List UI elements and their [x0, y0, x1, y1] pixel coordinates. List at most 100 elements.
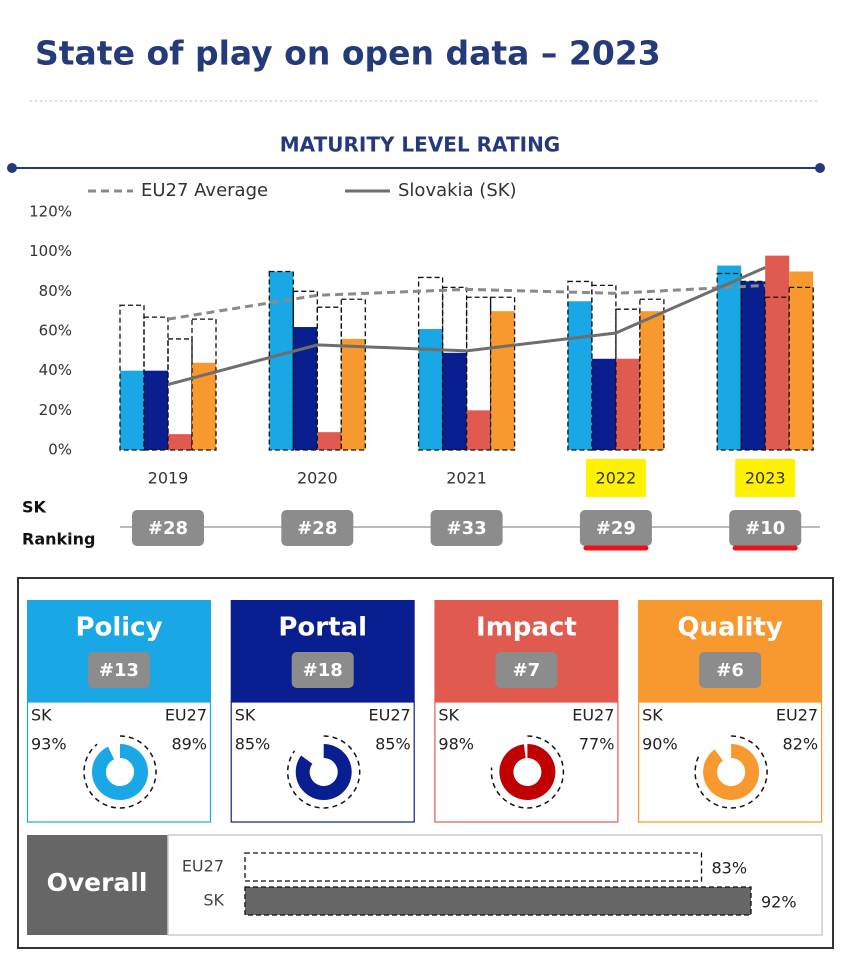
sk-ring [295, 744, 352, 800]
sk-ring [703, 744, 760, 800]
overall-title: Overall [47, 868, 148, 897]
year-highlight [585, 459, 646, 497]
bar [466, 410, 491, 450]
eu27-bar [489, 296, 516, 451]
eu27-value: 77% [579, 735, 615, 754]
legend-label: Slovakia (SK) [398, 180, 517, 201]
sk-label: SK [642, 706, 663, 725]
card-rank: #13 [99, 660, 139, 681]
overall-bar [244, 852, 703, 882]
y-tick-label: 40% [39, 361, 72, 379]
overall-value: 83% [712, 859, 748, 878]
rank-pill [88, 652, 150, 688]
card-body [637, 701, 823, 823]
ranking-label: SK [22, 498, 47, 517]
overall-bar [244, 886, 752, 916]
bar [717, 265, 742, 450]
sk-value: 93% [31, 735, 67, 754]
y-tick-label: 80% [39, 282, 72, 300]
bar [741, 281, 766, 450]
year-highlight [735, 459, 796, 497]
x-tick-label: 2022 [596, 469, 637, 488]
bar [591, 358, 616, 450]
rank-pill [430, 510, 503, 546]
eu27-label: EU27 [572, 706, 614, 725]
bar [168, 434, 192, 450]
bar [418, 329, 443, 450]
overall-row-label: SK [203, 891, 224, 910]
eu27-bar [639, 298, 665, 451]
chart-title: MATURITY LEVEL RATING [280, 133, 560, 157]
bar [144, 370, 168, 450]
rule-dot [815, 163, 825, 173]
y-tick-label: 20% [39, 401, 72, 419]
summary-box [17, 577, 834, 949]
card-rank: #6 [716, 660, 744, 681]
eu27-arc [83, 735, 157, 809]
overall-panel [167, 834, 823, 936]
bar [490, 311, 515, 450]
sk-value: 85% [235, 735, 271, 754]
eu27-bar [167, 338, 193, 451]
eu27-arc [694, 735, 768, 809]
y-tick-label: 0% [48, 441, 72, 459]
y-tick-label: 100% [29, 242, 72, 260]
x-tick-label: 2023 [745, 469, 786, 488]
sk-ring [499, 744, 556, 800]
card-title: Quality [677, 613, 782, 643]
eu27-bar [615, 308, 641, 451]
x-tick-label: 2020 [297, 469, 338, 488]
bar [615, 358, 640, 450]
y-tick-label: 120% [29, 203, 72, 221]
overall-label-box [27, 835, 168, 935]
eu27-value: 82% [783, 735, 819, 754]
trend-line [167, 266, 766, 386]
legend-label: EU27 Average [141, 180, 268, 201]
sk-label: SK [31, 706, 52, 725]
eu27-bar [788, 286, 814, 451]
card-title: Impact [476, 613, 577, 643]
bar [765, 255, 790, 450]
eu27-bar [292, 290, 318, 451]
rank-pill [729, 510, 802, 546]
card-title: Portal [278, 613, 367, 643]
bar [120, 370, 144, 450]
rank-pill [291, 652, 354, 688]
rank-pill [699, 652, 762, 688]
eu27-bar [191, 318, 217, 451]
bar [341, 338, 366, 450]
rule-dot [7, 163, 17, 173]
eu27-arc [287, 735, 361, 809]
ranking-label: Ranking [22, 530, 95, 549]
page-title: State of play on open data – 2023 [35, 34, 661, 73]
sk-label: SK [235, 706, 256, 725]
x-tick-label: 2021 [446, 469, 487, 488]
bar [317, 432, 342, 450]
rank-text: #10 [745, 518, 785, 539]
sk-label: SK [438, 706, 459, 725]
eu27-arc [490, 735, 565, 809]
rank-pill [495, 652, 558, 688]
overall-row-label: EU27 [182, 857, 224, 876]
bar [639, 311, 664, 450]
eu27-value: 85% [375, 735, 411, 754]
rank-text: #33 [447, 518, 487, 539]
rank-pill [579, 510, 652, 546]
eu27-bar [316, 306, 342, 451]
card-rank: #18 [303, 660, 343, 681]
card-title: Policy [75, 613, 162, 643]
y-tick-label: 60% [39, 322, 72, 340]
rank-text: #28 [297, 518, 337, 539]
eu27-label: EU27 [776, 706, 818, 725]
eu27-label: EU27 [165, 706, 207, 725]
card-body [434, 701, 619, 823]
rank-text: #29 [596, 518, 636, 539]
card-body [230, 701, 415, 823]
eu27-label: EU27 [369, 706, 411, 725]
card-body [26, 701, 212, 823]
sk-value: 90% [642, 735, 678, 754]
eu27-value: 89% [171, 735, 207, 754]
rank-text: #28 [148, 518, 188, 539]
eu27-bar [340, 298, 366, 451]
